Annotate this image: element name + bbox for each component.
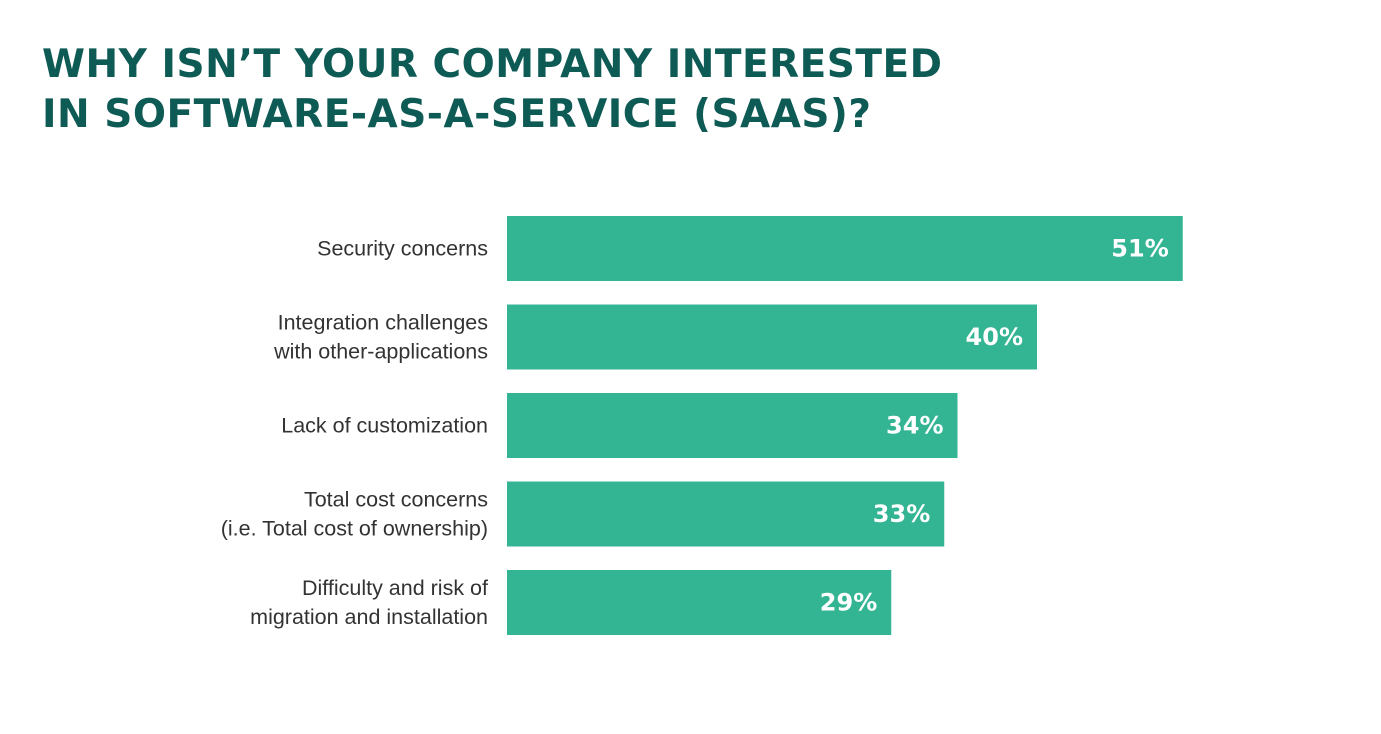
- category-label-2: Integration challenges with other-applica…: [273, 311, 488, 364]
- bar-1: [507, 216, 1183, 281]
- category-label-2-line-1: Integration challenges: [278, 311, 488, 335]
- category-label-4-line-1: Total cost concerns: [304, 488, 488, 512]
- bar-5: [507, 570, 892, 635]
- bar-2: [507, 304, 1037, 370]
- bar-3: [507, 393, 958, 458]
- value-label-2: 40%: [966, 323, 1023, 351]
- category-label-3: Lack of customization: [281, 414, 488, 438]
- category-label-1-line-1: Security concerns: [317, 237, 488, 261]
- value-label-4: 33%: [873, 500, 930, 528]
- value-labels-group: 51% 40% 34% 33% 29%: [820, 235, 1169, 617]
- chart-title-line-1: WHY ISN’T YOUR COMPANY INTERESTED: [42, 42, 943, 87]
- category-label-3-line-1: Lack of customization: [281, 414, 488, 438]
- category-labels-group: Security concerns Integration challenges w…: [221, 237, 488, 630]
- chart-title-line-2: IN SOFTWARE-AS-A-SERVICE (SAAS)?: [42, 92, 872, 137]
- chart-title: WHY ISN’T YOUR COMPANY INTERESTED IN SOF…: [42, 40, 1042, 140]
- category-label-4: Total cost concerns (i.e. Total cost of o…: [221, 488, 488, 541]
- category-label-2-line-2: with other-applications: [273, 340, 488, 364]
- category-label-5-line-2: migration and installation: [250, 605, 488, 629]
- category-label-4-line-2: (i.e. Total cost of ownership): [221, 517, 488, 541]
- category-label-5: Difficulty and risk of migration and inst…: [250, 576, 488, 629]
- value-label-1: 51%: [1111, 235, 1168, 263]
- category-label-1: Security concerns: [317, 237, 488, 261]
- value-label-3: 34%: [886, 412, 943, 440]
- value-label-5: 29%: [820, 589, 877, 617]
- bars-group: [507, 216, 1183, 635]
- category-label-5-line-1: Difficulty and risk of: [302, 576, 488, 600]
- bar-4: [507, 481, 945, 547]
